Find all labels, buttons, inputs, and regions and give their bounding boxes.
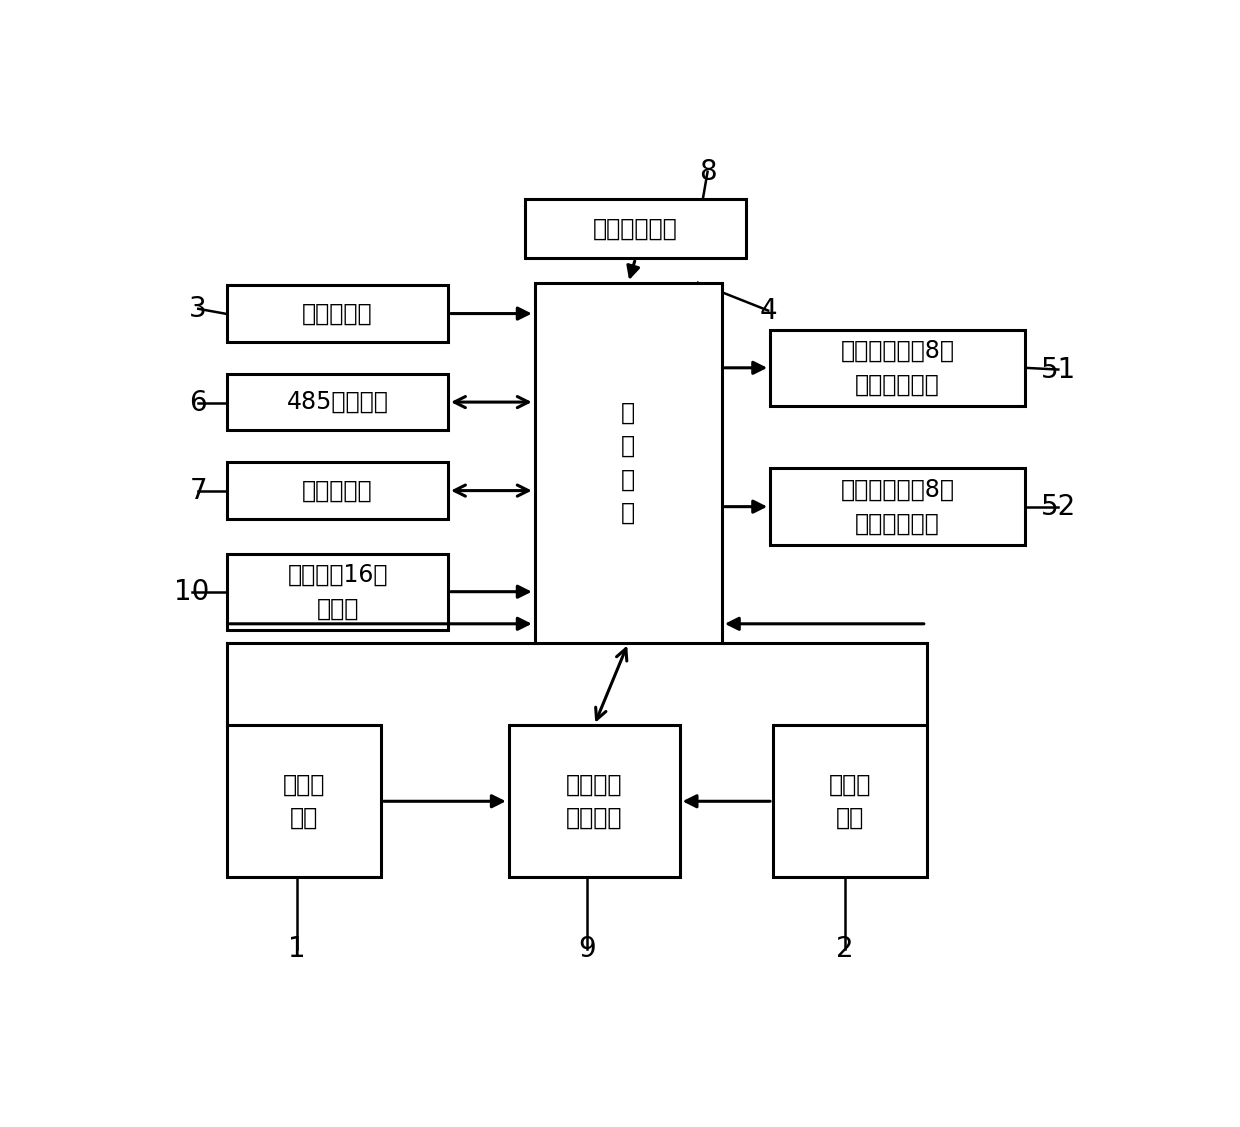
Text: 2: 2 (836, 935, 854, 964)
Text: 电源管理模块: 电源管理模块 (593, 218, 678, 241)
Bar (227, 726, 381, 877)
Bar (227, 374, 448, 431)
Bar (227, 553, 448, 630)
Bar (227, 285, 448, 341)
Bar (770, 469, 1024, 544)
Text: 第一光电隔离8路
可控硅输出端: 第一光电隔离8路 可控硅输出端 (841, 339, 955, 397)
Bar (227, 462, 448, 518)
Text: 电压互
感器: 电压互 感器 (828, 772, 870, 829)
Bar (508, 726, 680, 877)
Text: 数据存储器: 数据存储器 (303, 479, 373, 503)
Text: 4: 4 (759, 296, 777, 325)
Text: 485通讯接口: 485通讯接口 (286, 390, 388, 414)
Text: 电流互
感器: 电流互 感器 (283, 772, 325, 829)
Text: 光电隔离16路
输入端: 光电隔离16路 输入端 (288, 564, 388, 621)
Bar (770, 329, 1024, 406)
Text: 1: 1 (289, 935, 306, 964)
Text: 10: 10 (174, 578, 210, 605)
Text: 集成电量
计量芯片: 集成电量 计量芯片 (565, 772, 622, 829)
Bar (773, 726, 926, 877)
Bar (525, 199, 746, 258)
Text: 7: 7 (190, 477, 207, 505)
Text: 51: 51 (1040, 355, 1076, 383)
Text: 6: 6 (190, 389, 207, 417)
Text: 9: 9 (579, 935, 596, 964)
Text: 微
处
理
器: 微 处 理 器 (621, 400, 635, 525)
Text: 第二光电隔离8路
可控硅输出端: 第二光电隔离8路 可控硅输出端 (841, 478, 955, 535)
Text: 52: 52 (1040, 492, 1076, 521)
Text: 8: 8 (699, 158, 717, 186)
Bar (534, 283, 722, 642)
Text: 温度传感器: 温度传感器 (303, 302, 373, 326)
Text: 3: 3 (190, 295, 207, 322)
